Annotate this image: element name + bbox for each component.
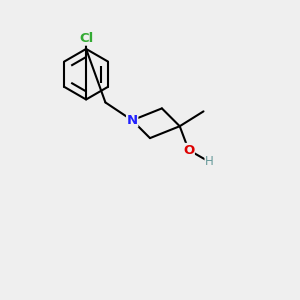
Text: N: N bbox=[127, 114, 138, 127]
Text: Cl: Cl bbox=[79, 32, 93, 45]
Text: H: H bbox=[205, 155, 214, 168]
Text: O: O bbox=[183, 143, 194, 157]
